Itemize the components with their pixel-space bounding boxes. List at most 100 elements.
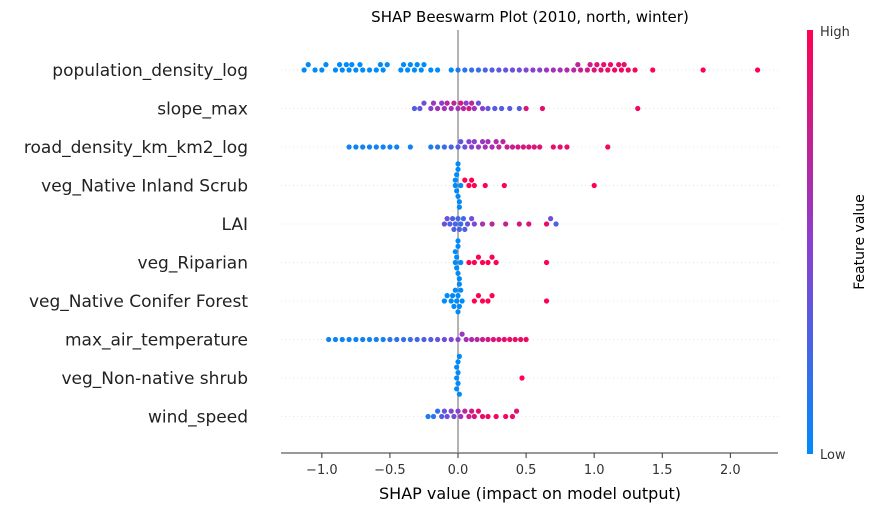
shap-point [400,62,407,68]
shap-point [577,67,584,73]
shap-point [458,139,464,145]
shap-point [754,67,761,73]
shap-point [394,336,400,343]
shap-point [469,408,475,414]
shap-point [471,259,477,266]
shap-point [485,259,491,266]
shap-point [591,67,597,73]
shap-point [353,67,359,73]
shap-point [543,67,550,73]
shap-point [380,144,386,150]
shap-point [414,336,420,343]
shap-point [501,336,507,343]
shap-point [339,67,345,73]
shap-point [462,177,468,183]
shap-point [471,298,477,304]
shap-point [441,298,447,304]
shap-point [584,67,590,73]
shap-point [482,67,488,73]
shap-point [454,172,460,178]
shap-point [503,221,509,227]
shap-point [475,144,482,150]
shap-point [434,67,441,73]
shap-point [458,287,464,293]
shap-point [448,105,454,112]
shap-point [454,298,460,304]
shap-point [489,144,495,150]
shap-point [479,139,486,145]
x-tick-label: 2.0 [720,463,741,478]
shap-point [501,182,507,189]
shap-point [456,276,462,282]
shap-point [571,67,577,73]
shap-point [455,359,461,365]
shap-point [456,391,462,397]
shap-point [458,413,464,420]
shap-point [377,62,383,68]
shap-point [332,336,339,343]
shap-point [471,413,477,420]
shap-point [339,336,345,343]
shap-point [458,182,464,189]
shap-point [466,182,472,189]
shap-point [434,408,441,414]
shap-point [360,336,366,343]
shap-point [454,254,460,260]
shap-point [516,105,522,112]
shap-point [353,336,359,343]
shap-point [482,182,488,189]
shap-point [485,105,491,112]
shap-point [380,336,386,343]
shap-point [469,144,475,150]
shap-point [537,67,543,73]
shap-point [441,105,447,112]
shap-point [587,62,593,68]
shap-point [447,221,453,227]
shap-point [332,67,339,73]
shap-point [475,293,482,299]
shap-point [455,336,461,343]
shap-point [428,336,434,343]
shap-point [539,105,546,112]
shap-point [466,105,472,112]
shap-point [612,67,618,73]
shap-point [455,293,461,299]
shap-point [407,336,413,343]
shap-point [411,105,418,112]
feature-label: population_density_log [52,61,248,81]
shap-point [479,413,486,420]
shap-point [625,67,631,73]
shap-point [469,67,475,73]
shap-point [550,144,556,150]
shap-point [434,336,441,343]
shap-point [439,413,445,420]
shap-point [462,408,468,414]
shap-point [504,144,510,150]
shap-point [454,188,460,194]
shap-point [455,270,461,276]
colorbar-low-label: Low [820,448,846,463]
shap-point [448,298,454,304]
shap-point [520,144,526,150]
shap-point [513,408,520,414]
shap-point [469,216,475,222]
shap-point [632,67,638,73]
shap-point [469,177,475,183]
shap-point [496,144,502,150]
shap-point [455,144,461,150]
shap-point [360,144,366,150]
shap-point [305,62,311,68]
shap-point [519,375,525,381]
shap-point [428,67,434,73]
shap-point [469,100,475,106]
shap-point [509,413,516,420]
shap-point [475,254,482,260]
shap-point [421,100,427,106]
shap-point [366,67,373,73]
feature-label: wind_speed [148,408,248,428]
shap-point [451,413,457,420]
colorbar-title: Feature value [852,194,868,290]
shap-point [650,67,656,73]
shap-point [346,336,352,343]
beeswarm-points [301,62,761,420]
